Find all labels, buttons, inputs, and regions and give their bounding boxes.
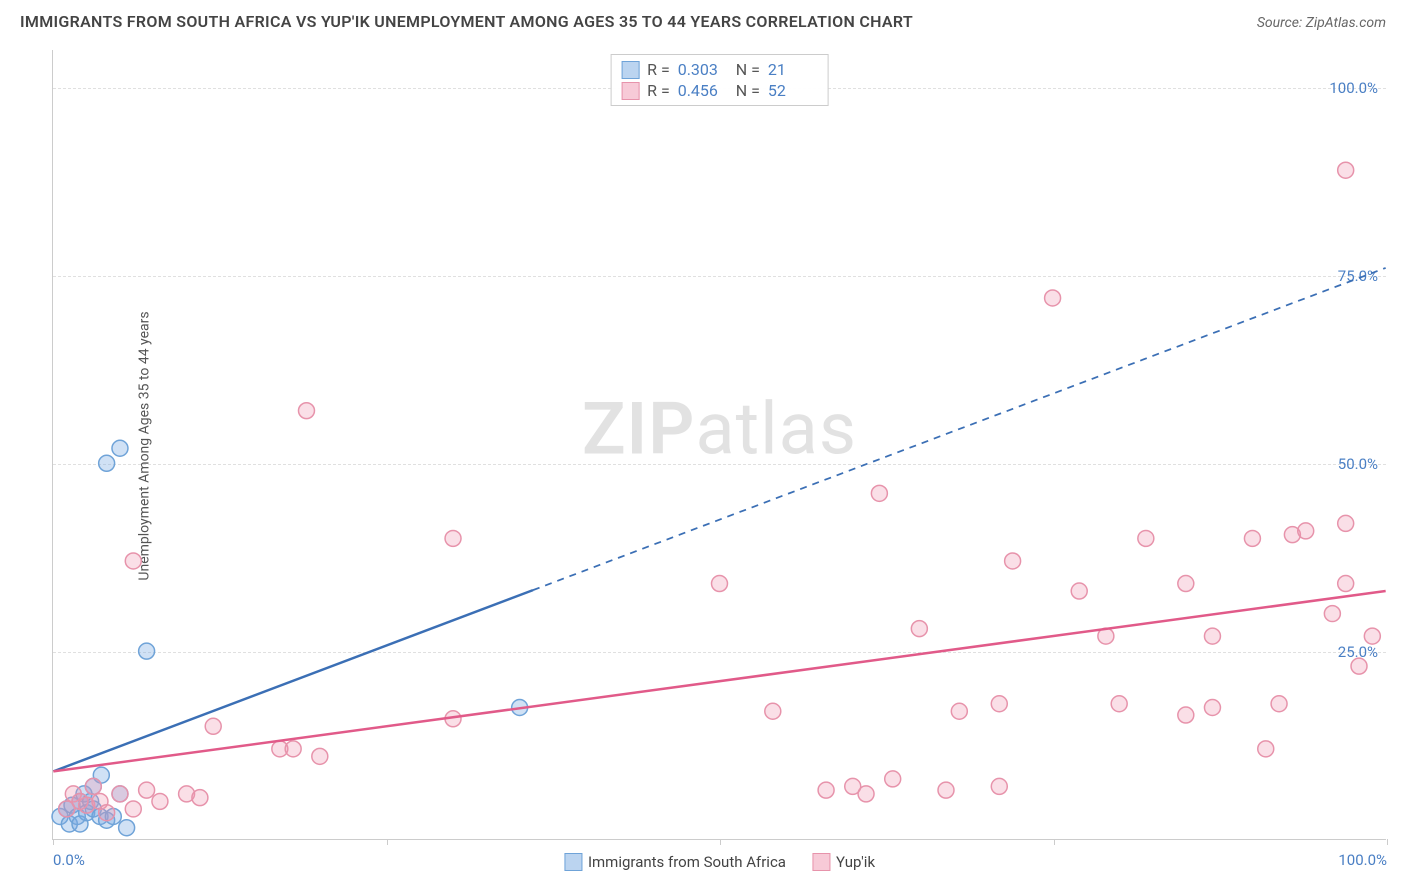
bottom-legend: Immigrants from South Africa Yup'ik [564, 853, 875, 871]
chart-title: IMMIGRANTS FROM SOUTH AFRICA VS YUP'IK U… [20, 12, 913, 31]
swatch-series-b [621, 82, 639, 100]
data-point [1271, 696, 1287, 712]
stat-r-label: R = [647, 60, 670, 79]
stat-n-label: N = [736, 60, 760, 79]
data-point [1338, 515, 1354, 531]
data-point [1045, 290, 1061, 306]
legend-item-a: Immigrants from South Africa [564, 853, 786, 871]
data-point [99, 455, 115, 471]
data-point [1178, 707, 1194, 723]
data-point [1298, 523, 1314, 539]
data-point [125, 553, 141, 569]
data-point [1204, 628, 1220, 644]
data-point [818, 782, 834, 798]
data-point [139, 782, 155, 798]
title-bar: IMMIGRANTS FROM SOUTH AFRICA VS YUP'IK U… [20, 12, 1386, 31]
x-tick [1387, 839, 1388, 845]
data-point [938, 782, 954, 798]
plot-svg [53, 50, 1386, 839]
data-point [871, 485, 887, 501]
data-point [885, 771, 901, 787]
trend-line-solid [53, 591, 1385, 771]
data-point [1364, 628, 1380, 644]
data-point [85, 778, 101, 794]
data-point [445, 530, 461, 546]
x-tick [53, 839, 54, 845]
data-point [312, 748, 328, 764]
swatch-series-b [812, 853, 830, 871]
data-point [1138, 530, 1154, 546]
data-point [991, 778, 1007, 794]
stat-n-label: N = [736, 81, 760, 100]
stats-row-series-b: R = 0.456 N = 52 [621, 80, 818, 101]
data-point [285, 741, 301, 757]
data-point [1111, 696, 1127, 712]
legend-item-b: Yup'ik [812, 853, 875, 871]
stat-r-value-b: 0.456 [678, 81, 728, 100]
data-point [1338, 576, 1354, 592]
data-point [205, 718, 221, 734]
data-point [991, 696, 1007, 712]
data-point [112, 786, 128, 802]
data-point [139, 643, 155, 659]
data-point [1324, 606, 1340, 622]
data-point [125, 801, 141, 817]
x-tick [720, 839, 721, 845]
data-point [951, 703, 967, 719]
data-point [119, 820, 135, 836]
data-point [298, 403, 314, 419]
stats-row-series-a: R = 0.303 N = 21 [621, 59, 818, 80]
data-point [1351, 658, 1367, 674]
stat-r-value-a: 0.303 [678, 60, 728, 79]
x-tick [387, 839, 388, 845]
plot-area: ZIPatlas R = 0.303 N = 21 R = 0.456 N = … [52, 50, 1386, 840]
stat-r-label: R = [647, 81, 670, 100]
data-point [1244, 530, 1260, 546]
swatch-series-a [621, 61, 639, 79]
data-point [99, 805, 115, 821]
data-point [1178, 576, 1194, 592]
data-point [112, 440, 128, 456]
data-point [1258, 741, 1274, 757]
data-point [1071, 583, 1087, 599]
x-tick-label: 0.0% [53, 851, 85, 869]
stat-n-value-b: 52 [768, 81, 818, 100]
data-point [911, 621, 927, 637]
data-point [1005, 553, 1021, 569]
x-tick-label: 100.0% [1338, 851, 1387, 869]
data-point [1338, 162, 1354, 178]
data-point [192, 790, 208, 806]
correlation-chart: IMMIGRANTS FROM SOUTH AFRICA VS YUP'IK U… [0, 0, 1406, 892]
swatch-series-a [564, 853, 582, 871]
data-point [1204, 700, 1220, 716]
legend-label-a: Immigrants from South Africa [588, 853, 786, 871]
data-point [152, 793, 168, 809]
data-point [858, 786, 874, 802]
data-point [765, 703, 781, 719]
data-point [712, 576, 728, 592]
x-tick [1054, 839, 1055, 845]
stats-legend: R = 0.303 N = 21 R = 0.456 N = 52 [610, 54, 829, 106]
source-label: Source: ZipAtlas.com [1257, 15, 1386, 31]
stat-n-value-a: 21 [768, 60, 818, 79]
legend-label-b: Yup'ik [836, 853, 875, 871]
